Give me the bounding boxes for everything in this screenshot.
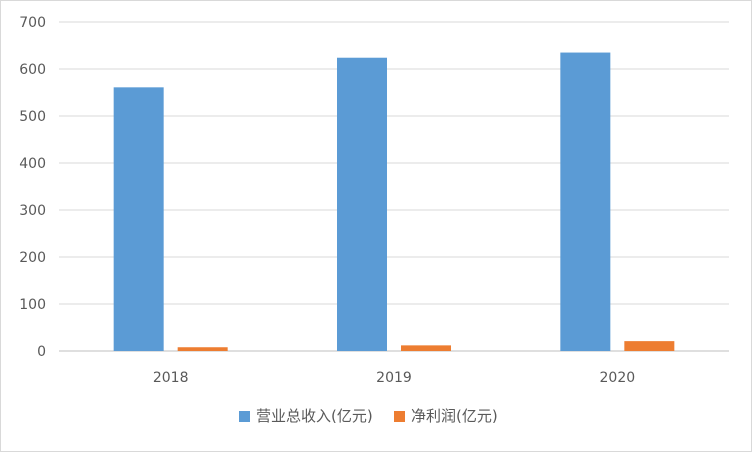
x-tick-label: 2018 <box>153 370 189 386</box>
y-tick-label: 700 <box>19 15 46 31</box>
legend: 营业总收入(亿元) 净利润(亿元) <box>239 407 498 425</box>
y-tick-label: 400 <box>19 156 46 172</box>
bar-net-profit-2020 <box>624 341 675 351</box>
legend-label: 净利润(亿元) <box>411 407 498 425</box>
bar-revenue-2019 <box>337 57 387 351</box>
y-tick-label: 300 <box>19 203 46 219</box>
legend-swatch <box>394 411 405 422</box>
legend-label: 营业总收入(亿元) <box>256 407 373 425</box>
bar-revenue-2020 <box>560 52 611 352</box>
y-tick-label: 200 <box>19 250 46 266</box>
x-tick-label: 2019 <box>376 370 412 386</box>
gridlines <box>59 21 729 352</box>
x-tick-label: 2020 <box>600 370 636 386</box>
bars <box>113 52 675 352</box>
bar-net-profit-2019 <box>401 345 451 351</box>
x-axis: 2018 2019 2020 <box>153 370 635 386</box>
y-tick-label: 600 <box>19 62 46 78</box>
y-axis: 0 100 200 300 400 500 600 700 <box>19 15 46 360</box>
y-tick-label: 0 <box>37 344 46 360</box>
y-tick-label: 100 <box>19 297 46 313</box>
bar-revenue-2018 <box>113 87 164 351</box>
bar-net-profit-2018 <box>177 347 228 351</box>
legend-swatch <box>239 411 250 422</box>
y-tick-label: 500 <box>19 109 46 125</box>
